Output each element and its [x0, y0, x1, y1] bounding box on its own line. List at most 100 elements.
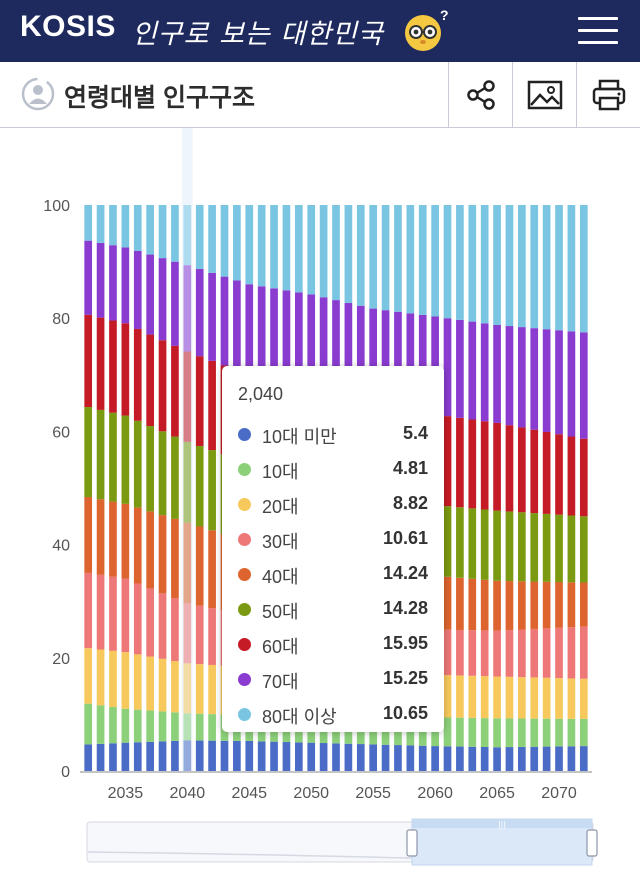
tooltip-label: 80대 이상 — [262, 707, 337, 727]
bar-segment — [208, 450, 216, 531]
bar-segment — [146, 710, 154, 742]
bar-segment — [158, 658, 167, 712]
print-icon — [592, 79, 625, 110]
bar-segment — [579, 516, 588, 583]
bar-segment — [294, 292, 303, 389]
bar-segment — [195, 713, 204, 741]
bar-segment — [109, 205, 117, 246]
bar-segment — [431, 316, 439, 415]
bar-segment — [369, 308, 378, 401]
tooltip-value: 5.4 — [402, 423, 428, 443]
bar-segment — [518, 327, 526, 428]
bar-segment — [480, 421, 489, 510]
bar-segment — [183, 663, 192, 714]
tooltip-label: 20대 — [262, 497, 299, 517]
bar-segment — [158, 205, 167, 259]
save-image-button[interactable] — [512, 62, 576, 127]
bar-segment — [518, 581, 526, 630]
print-button[interactable] — [576, 62, 640, 127]
share-button[interactable] — [448, 62, 512, 127]
bar-segment — [133, 654, 142, 710]
bar-segment — [133, 583, 142, 655]
bar-segment — [121, 708, 130, 743]
bar-segment — [121, 578, 130, 653]
bar-segment — [579, 678, 588, 719]
tooltip-row: 70대 15.25 — [238, 665, 434, 695]
grip-icon: ||| — [498, 820, 506, 829]
bar-segment — [96, 705, 105, 744]
bar-segment — [121, 205, 130, 248]
bar-segment — [146, 426, 154, 512]
bar-segment — [270, 741, 278, 771]
bar-segment — [294, 205, 303, 293]
bar-segment — [146, 656, 154, 711]
tooltip-value: 10.65 — [382, 703, 428, 723]
bar-segment — [518, 629, 526, 678]
bar-segment — [555, 205, 563, 331]
bar-segment — [505, 581, 514, 631]
bar-segment — [171, 205, 179, 262]
bar-segment — [121, 652, 130, 709]
bar-segment — [505, 630, 514, 677]
bar-segment — [109, 320, 117, 413]
bar-segment — [480, 676, 489, 719]
legend-dot — [238, 428, 251, 441]
bar-segment — [96, 409, 105, 500]
bar-segment — [542, 677, 551, 719]
bar-segment — [406, 313, 415, 409]
header-slogan: 인구로 보는 대한민국 — [132, 19, 384, 50]
tooltip-value: 14.24 — [382, 563, 428, 583]
range-handle-right[interactable] — [586, 829, 598, 857]
bar-segment — [183, 205, 192, 266]
bar-segment — [183, 740, 192, 771]
bar-segment — [84, 703, 93, 745]
bar-segment — [468, 746, 477, 771]
bar-segment — [208, 530, 216, 609]
bar-segment — [158, 515, 167, 594]
bar-segment — [146, 511, 154, 589]
bar-segment — [344, 205, 353, 303]
legend-dot — [238, 603, 251, 616]
brand-logo[interactable]: KOSIS — [20, 10, 116, 43]
bar-segment — [456, 746, 464, 771]
range-handle-left[interactable] — [406, 829, 418, 857]
bar-segment — [183, 522, 192, 604]
bar-segment — [171, 436, 179, 519]
bar-segment — [530, 581, 539, 629]
bar-segment — [133, 328, 142, 421]
range-scrollbar — [412, 819, 592, 828]
bar-segment — [579, 626, 588, 679]
share-icon — [466, 79, 495, 110]
bar-segment — [468, 630, 477, 676]
bar-segment — [208, 664, 216, 715]
bar-segment — [195, 356, 204, 446]
bar-segment — [555, 330, 563, 435]
bar-segment — [579, 438, 588, 517]
svg-text:?: ? — [440, 8, 448, 23]
bar-segment — [468, 578, 477, 631]
bar-segment — [443, 629, 452, 676]
owl-mascot-icon: ? — [405, 8, 448, 51]
bar-segment — [567, 582, 576, 628]
bar-segment — [208, 740, 216, 771]
y-tick-label: 60 — [52, 424, 70, 441]
bar-segment — [567, 331, 576, 437]
bar-segment — [171, 261, 179, 346]
bar-segment — [96, 499, 105, 575]
hamburger-menu-button[interactable] — [574, 11, 622, 51]
bar-segment — [542, 205, 551, 330]
bar-segment — [567, 515, 576, 583]
bar-segment — [493, 324, 501, 423]
bar-segment — [505, 511, 514, 582]
bar-segment — [567, 627, 576, 679]
bar-segment — [542, 746, 551, 771]
legend-dot — [238, 673, 251, 686]
x-tick-label: 2065 — [479, 785, 515, 802]
bar-segment — [220, 276, 229, 366]
bar-segment — [282, 742, 291, 771]
bar-segment — [146, 741, 154, 771]
bar-segment — [530, 205, 539, 329]
bar-segment — [282, 290, 291, 385]
x-tick-label: 2055 — [355, 785, 391, 802]
legend-dot — [238, 568, 251, 581]
